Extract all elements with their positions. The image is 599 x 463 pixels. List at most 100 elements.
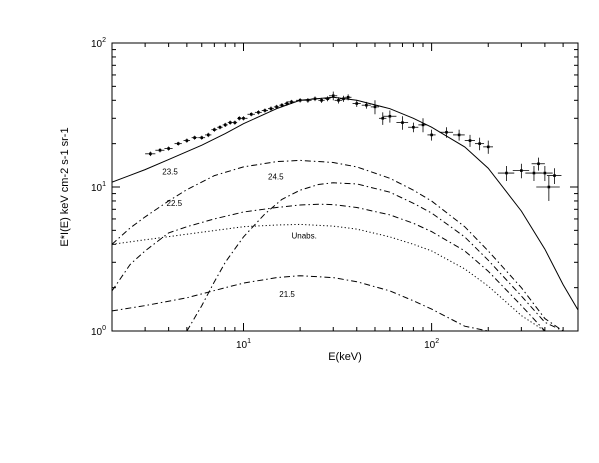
point-marker xyxy=(457,133,461,137)
x-axis-label: E(keV) xyxy=(328,351,362,363)
data-point xyxy=(324,96,331,102)
point-marker xyxy=(412,125,415,129)
point-marker xyxy=(285,102,289,105)
y-axis-ticks: 100 101 102 xyxy=(91,37,578,338)
data-point xyxy=(536,175,560,201)
point-marker xyxy=(290,100,293,104)
point-marker xyxy=(249,112,253,116)
curve-Unabs xyxy=(112,223,564,331)
point-marker xyxy=(553,174,556,177)
data-point xyxy=(329,91,338,101)
plot-frame xyxy=(111,42,579,332)
point-marker xyxy=(193,136,196,139)
point-marker xyxy=(421,123,425,127)
data-point xyxy=(339,95,348,102)
data-point xyxy=(464,134,475,147)
curve-total-model xyxy=(112,96,578,311)
x-tick-label: 101 xyxy=(236,338,251,351)
point-marker xyxy=(532,171,536,175)
point-marker xyxy=(206,133,210,137)
curve-label: 23.5 xyxy=(162,168,178,177)
curve-24-5 xyxy=(186,182,564,331)
point-marker xyxy=(200,136,204,139)
point-marker xyxy=(355,102,359,105)
point-marker xyxy=(218,125,222,129)
point-marker xyxy=(388,114,392,118)
data-point xyxy=(334,97,343,104)
point-marker xyxy=(342,97,345,101)
data-point xyxy=(155,148,165,153)
point-marker xyxy=(176,142,180,145)
point-marker xyxy=(505,171,508,175)
point-marker xyxy=(373,105,377,109)
point-marker xyxy=(547,185,551,189)
data-point xyxy=(304,98,312,103)
data-point xyxy=(247,112,255,117)
data-point xyxy=(261,108,269,113)
point-marker xyxy=(331,94,335,98)
data-point xyxy=(217,125,223,130)
point-marker xyxy=(275,105,278,109)
point-marker xyxy=(257,111,260,114)
point-marker xyxy=(381,116,385,120)
data-point xyxy=(205,132,212,138)
point-marker xyxy=(242,116,245,120)
y-tick-label: 100 xyxy=(91,325,106,338)
point-marker xyxy=(337,99,340,102)
point-marker xyxy=(263,109,267,112)
curve-21-5 xyxy=(112,275,507,331)
data-point xyxy=(239,116,248,121)
point-marker xyxy=(520,169,523,172)
data-point xyxy=(531,157,545,171)
model-curves xyxy=(112,96,578,331)
data-point xyxy=(295,98,305,103)
point-marker xyxy=(537,162,540,166)
curve-label: 24.5 xyxy=(268,172,284,181)
curve-label: Unabs. xyxy=(292,231,317,240)
point-marker xyxy=(280,103,284,107)
data-point xyxy=(145,151,156,157)
data-point xyxy=(286,99,296,105)
curve-23-5 xyxy=(112,159,578,331)
data-point xyxy=(268,106,274,111)
data-point xyxy=(497,165,515,182)
point-marker xyxy=(223,123,227,127)
data-point xyxy=(396,116,409,130)
data-point xyxy=(427,129,436,141)
data-point xyxy=(174,141,182,146)
curve-label: 22.5 xyxy=(167,199,183,208)
data-point xyxy=(483,140,494,154)
point-marker xyxy=(365,103,368,107)
data-point xyxy=(344,94,352,101)
point-marker xyxy=(213,128,216,131)
point-marker xyxy=(346,95,350,99)
data-point xyxy=(453,129,465,141)
data-points xyxy=(145,91,562,201)
data-point xyxy=(211,127,218,132)
point-marker xyxy=(430,133,433,137)
data-point xyxy=(232,120,238,125)
point-marker xyxy=(298,99,302,102)
point-marker xyxy=(401,121,404,124)
data-point xyxy=(382,110,397,123)
point-marker xyxy=(233,121,237,124)
point-marker xyxy=(149,152,152,156)
data-point xyxy=(439,127,454,138)
point-marker xyxy=(306,99,310,102)
curve-label: 21.5 xyxy=(279,290,295,299)
point-marker xyxy=(313,97,317,101)
point-marker xyxy=(228,121,232,124)
y-tick-label: 101 xyxy=(91,181,106,194)
data-point xyxy=(198,135,206,140)
data-point xyxy=(474,137,485,151)
point-marker xyxy=(478,142,481,145)
curve-labels: 23.5 24.5 22.5 Unabs. 21.5 xyxy=(162,168,317,300)
data-point xyxy=(408,122,419,133)
data-point xyxy=(222,122,228,128)
data-point xyxy=(279,103,285,108)
point-marker xyxy=(543,171,547,175)
point-marker xyxy=(185,139,189,142)
data-point xyxy=(273,104,280,110)
data-point xyxy=(311,96,319,102)
point-marker xyxy=(468,139,472,142)
